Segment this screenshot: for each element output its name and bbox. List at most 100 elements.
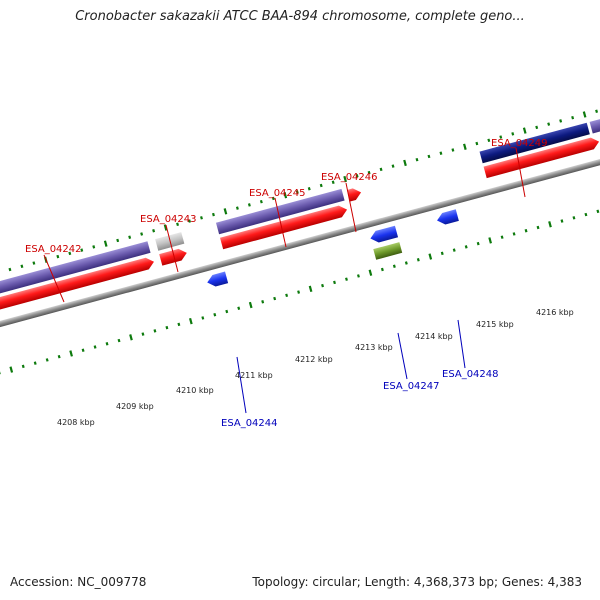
reverse-tick (21, 364, 25, 369)
forward-tick (259, 199, 263, 204)
scale-label-4212: 4212 kbp (295, 355, 333, 364)
scale-label-4210: 4210 kbp (176, 386, 214, 395)
reverse-tick (237, 306, 241, 310)
forward-tick (487, 138, 491, 143)
reverse-tick (153, 329, 157, 333)
forward-tick (511, 132, 515, 136)
forward-tick (68, 251, 72, 256)
forward-tick (451, 148, 455, 152)
forward-tick (283, 192, 288, 199)
reverse-tick (333, 280, 336, 285)
reverse-tick (321, 283, 324, 288)
forward-tick (163, 224, 168, 231)
forward-tick (235, 206, 239, 210)
gene-feature-esa-04249[interactable] (479, 122, 590, 164)
reverse-gene-esa-04247[interactable] (369, 225, 399, 245)
reverse-tick (512, 232, 516, 236)
forward-tick (92, 245, 96, 249)
reverse-tick (213, 312, 217, 317)
reverse-tick (69, 350, 73, 357)
forward-tick (331, 180, 335, 185)
leader-esa-04243 (165, 224, 179, 273)
gene-feature-esa-04242[interactable] (0, 241, 151, 298)
chromosome-backbone (0, 139, 600, 349)
genome-summary-text: Topology: circular; Length: 4,368,373 bp… (252, 575, 582, 589)
reverse-tick (584, 212, 588, 217)
cds-arrow-esa-04242[interactable] (0, 256, 156, 313)
reverse-tick (177, 322, 181, 327)
reverse-tick (488, 237, 492, 244)
gene-label-esa-04245[interactable]: ESA_04245 (249, 188, 306, 199)
cds-arrow-esa-04243[interactable] (159, 247, 188, 266)
reverse-gene-esa-04244[interactable] (206, 271, 229, 289)
scale-label-4214: 4214 kbp (415, 332, 453, 341)
forward-tick (200, 216, 203, 220)
reverse-tick (201, 316, 205, 320)
scale-label-4211: 4211 kbp (235, 371, 273, 380)
gene-feature-esa-04249-ext[interactable] (589, 111, 600, 134)
reverse-tick (285, 293, 289, 298)
forward-tick (559, 119, 563, 123)
forward-tick (463, 143, 467, 150)
reverse-tick (476, 241, 480, 246)
reverse-tick (464, 245, 468, 249)
forward-tick (582, 111, 587, 118)
reverse-tick (9, 366, 14, 373)
scale-label-4213: 4213 kbp (355, 343, 393, 352)
forward-tick (391, 164, 395, 168)
cds-arrow-esa-04245[interactable] (220, 204, 349, 250)
reverse-tick (380, 267, 384, 272)
reverse-tick (225, 309, 229, 314)
reverse-tick (45, 358, 49, 362)
cds-arrow-esa-04246[interactable] (346, 187, 363, 202)
reverse-gene-esa-04248[interactable] (435, 209, 459, 226)
reverse-tick (560, 219, 564, 223)
reverse-tick (308, 285, 313, 293)
leader-esa-04246 (345, 182, 357, 233)
reverse-gene-esa-04247-green[interactable] (373, 242, 403, 260)
reverse-tick (261, 300, 265, 304)
forward-tick (176, 222, 180, 227)
forward-tick (379, 167, 383, 172)
forward-tick (80, 248, 84, 252)
scale-label-4216: 4216 kbp (536, 308, 574, 317)
cds-arrow-esa-04249[interactable] (483, 136, 600, 179)
reverse-tick (572, 216, 576, 220)
reverse-tick (129, 334, 133, 341)
gene-label-esa-04244[interactable]: ESA_04244 (221, 418, 278, 429)
gene-label-esa-04248[interactable]: ESA_04248 (442, 369, 499, 380)
forward-tick (271, 196, 275, 201)
leader-esa-04249 (515, 147, 526, 198)
reverse-tick (548, 221, 552, 228)
forward-tick (319, 183, 323, 188)
gene-label-esa-04249[interactable]: ESA_04249 (491, 138, 548, 149)
reverse-tick (189, 317, 193, 325)
forward-tick (307, 187, 311, 191)
reverse-tick (524, 228, 528, 233)
forward-tick (595, 109, 599, 113)
gene-label-esa-04246[interactable]: ESA_04246 (321, 172, 378, 183)
leader-esa-04242 (43, 254, 65, 303)
leader-esa-04247 (397, 332, 408, 380)
forward-tick (140, 232, 144, 236)
gene-label-esa-04243[interactable]: ESA_04243 (140, 214, 197, 225)
leader-esa-04248 (457, 319, 466, 369)
forward-tick (128, 235, 132, 239)
reverse-tick (93, 345, 97, 349)
reverse-tick (452, 248, 456, 252)
reverse-tick (345, 277, 348, 281)
forward-tick (343, 175, 347, 183)
reverse-tick (117, 338, 121, 343)
forward-tick (8, 267, 12, 272)
forward-tick (403, 159, 407, 167)
gene-label-esa-04242[interactable]: ESA_04242 (25, 244, 82, 255)
map-title: Cronobacter sakazakii ATCC BAA-894 chrom… (75, 9, 525, 24)
gene-label-esa-04247[interactable]: ESA_04247 (383, 381, 440, 392)
reverse-tick (416, 258, 420, 262)
forward-tick (32, 261, 36, 265)
reverse-tick (536, 225, 540, 230)
forward-tick (116, 238, 120, 243)
gene-feature-esa-04245[interactable] (215, 188, 345, 235)
forward-tick (152, 229, 156, 233)
